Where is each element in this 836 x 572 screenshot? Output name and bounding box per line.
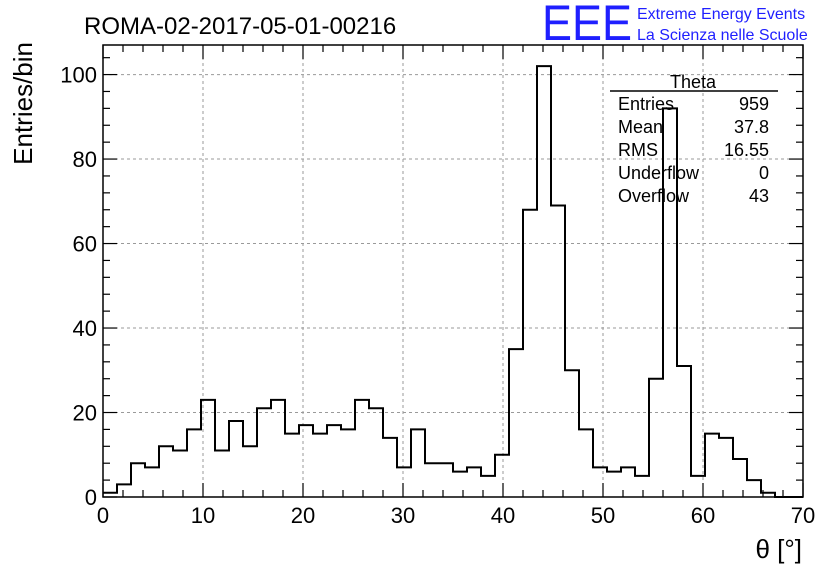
- y-tick-label: 80: [73, 147, 97, 172]
- logo-line-1: Extreme Energy Events: [637, 6, 805, 23]
- x-tick-label: 30: [391, 503, 415, 528]
- stats-row-label: Entries: [618, 94, 674, 114]
- y-tick-label: 40: [73, 316, 97, 341]
- stats-row-value: 37.8: [734, 117, 769, 137]
- y-tick-label: 100: [60, 63, 97, 88]
- x-tick-label: 70: [791, 503, 815, 528]
- plot-frame: [102, 44, 804, 498]
- x-tick-label: 50: [591, 503, 615, 528]
- x-tick-label: 40: [491, 503, 515, 528]
- histogram-series: [103, 65, 803, 498]
- y-tick-label: 20: [73, 401, 97, 426]
- y-tick-label: 0: [85, 485, 97, 510]
- grid-lines: [103, 45, 803, 497]
- stats-title: Theta: [670, 72, 717, 92]
- eee-logo: EEE Extreme Energy Events La Scienza nel…: [542, 0, 808, 51]
- stats-row-label: RMS: [618, 140, 658, 160]
- y-axis-title: Entries/bin: [8, 42, 38, 165]
- x-tick-label: 0: [97, 503, 109, 528]
- stats-row-value: 43: [749, 186, 769, 206]
- plot-border: [102, 44, 804, 498]
- stats-row-value: 16.55: [724, 140, 769, 160]
- y-tick-label: 60: [73, 232, 97, 257]
- eee-logo-mark: EEE: [542, 0, 632, 51]
- x-tick-label: 60: [691, 503, 715, 528]
- stats-row-label: Mean: [618, 117, 663, 137]
- logo-line-2: La Scienza nelle Scuole: [637, 27, 808, 44]
- stats-row-label: Overflow: [618, 186, 690, 206]
- histogram-line: [103, 65, 803, 498]
- x-tick-label: 20: [291, 503, 315, 528]
- stats-row-value: 0: [759, 163, 769, 183]
- y-tick-labels: 0 20 40 60 80 100: [60, 63, 97, 510]
- stats-row-value: 959: [739, 94, 769, 114]
- x-tick-labels: 0 10 20 30 40 50 60 70: [97, 503, 815, 528]
- stats-row-label: Underflow: [618, 163, 700, 183]
- stats-box: Theta Entries 959 Mean 37.8 RMS 16.55 Underflo…: [610, 72, 778, 206]
- chart-title: ROMA-02-2017-05-01-00216: [84, 13, 396, 40]
- axis-ticks: [102, 45, 804, 498]
- x-tick-label: 10: [191, 503, 215, 528]
- x-axis-title: θ [°]: [755, 534, 802, 564]
